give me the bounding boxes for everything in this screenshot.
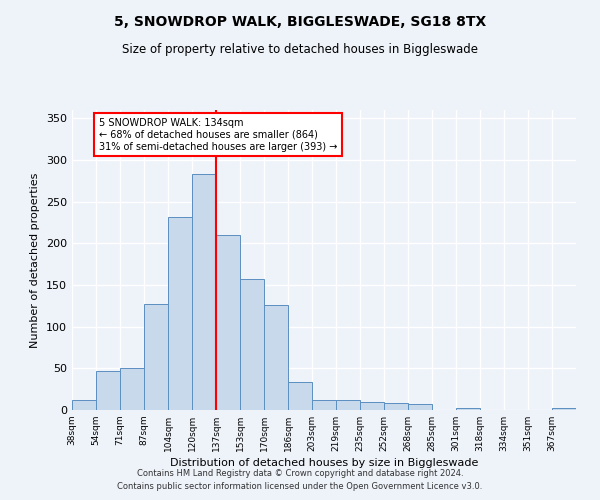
Bar	[552, 408, 576, 410]
Bar	[72, 400, 96, 410]
Y-axis label: Number of detached properties: Number of detached properties	[31, 172, 40, 348]
Bar	[360, 402, 384, 410]
Bar	[96, 371, 120, 410]
Bar	[240, 279, 264, 410]
Bar	[456, 408, 480, 410]
Text: Contains HM Land Registry data © Crown copyright and database right 2024.: Contains HM Land Registry data © Crown c…	[137, 468, 463, 477]
Bar	[144, 304, 168, 410]
Bar	[408, 404, 432, 410]
X-axis label: Distribution of detached houses by size in Biggleswade: Distribution of detached houses by size …	[170, 458, 478, 468]
Text: Contains public sector information licensed under the Open Government Licence v3: Contains public sector information licen…	[118, 482, 482, 491]
Bar	[336, 400, 360, 410]
Text: 5, SNOWDROP WALK, BIGGLESWADE, SG18 8TX: 5, SNOWDROP WALK, BIGGLESWADE, SG18 8TX	[114, 15, 486, 29]
Bar	[288, 382, 312, 410]
Bar	[384, 402, 408, 410]
Text: Size of property relative to detached houses in Biggleswade: Size of property relative to detached ho…	[122, 42, 478, 56]
Bar	[192, 174, 216, 410]
Bar	[168, 216, 192, 410]
Bar	[120, 368, 144, 410]
Bar	[264, 305, 288, 410]
Bar	[216, 235, 240, 410]
Text: 5 SNOWDROP WALK: 134sqm
← 68% of detached houses are smaller (864)
31% of semi-d: 5 SNOWDROP WALK: 134sqm ← 68% of detache…	[99, 118, 337, 152]
Bar	[312, 400, 336, 410]
